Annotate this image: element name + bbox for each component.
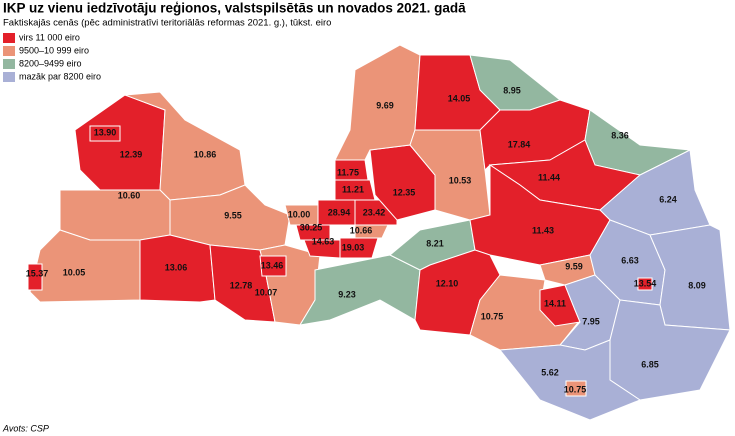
region-value: 12.39 (120, 149, 143, 159)
region-value: 10.86 (194, 149, 217, 159)
region-value: 6.63 (621, 255, 639, 265)
legend-label: 9500–10 999 eiro (19, 45, 89, 55)
region (637, 277, 653, 291)
region-value: 30.25 (300, 222, 323, 232)
region (259, 255, 287, 277)
region-value: 14.05 (448, 93, 471, 103)
region-value: 8.36 (611, 130, 629, 140)
region-value: 12.35 (393, 187, 416, 197)
region-value: 10.66 (350, 225, 373, 235)
region (499, 339, 642, 421)
legend-label: virs 11 000 eiro (19, 32, 80, 42)
region (74, 94, 166, 191)
region-value: 14.63 (312, 236, 335, 246)
region-value: 9.23 (338, 289, 356, 299)
region-value: 12.10 (436, 278, 459, 288)
legend-swatch (3, 72, 15, 82)
region-value: 13.90 (94, 127, 117, 137)
region-value: 10.00 (288, 209, 311, 219)
region (565, 380, 587, 397)
region-value: 8.95 (503, 85, 521, 95)
region (27, 263, 43, 291)
region-value: 13.46 (261, 260, 284, 270)
legend-swatch (3, 59, 15, 69)
region-value: 19.03 (342, 242, 365, 252)
region (59, 189, 171, 241)
region-value: 11.44 (538, 172, 560, 182)
region-value: 6.24 (659, 194, 677, 204)
region-value: 28.94 (328, 207, 351, 217)
region-value: 11.75 (337, 167, 359, 177)
region-value: 23.42 (363, 207, 386, 217)
region-value: 10.60 (118, 190, 141, 200)
title: IKP uz vienu iedzīvotāju reģionos, valst… (3, 1, 466, 16)
source: Avots: CSP (2, 423, 49, 433)
region-value: 8.09 (688, 280, 706, 290)
region-value: 9.69 (376, 100, 394, 110)
region-value: 11.21 (342, 184, 364, 194)
region (89, 125, 121, 142)
region-value: 9.59 (565, 261, 583, 271)
region-value: 8.21 (426, 238, 444, 248)
region-value: 11.43 (532, 225, 554, 235)
region (334, 44, 421, 161)
region (29, 229, 141, 303)
region-value: 13.54 (634, 278, 657, 288)
region-value: 10.07 (255, 287, 278, 297)
subtitle: Faktiskajās cenās (pēc administratīvi te… (3, 18, 331, 29)
legend-swatch (3, 33, 15, 43)
region-value: 6.85 (641, 359, 659, 369)
region-value: 10.75 (481, 311, 504, 321)
legend-label: mazāk par 8200 eiro (19, 71, 101, 81)
legend-swatch (3, 46, 15, 56)
region-value: 14.11 (544, 298, 566, 308)
region-value: 15.37 (26, 268, 49, 278)
region-value: 9.55 (224, 210, 242, 220)
region-value: 10.53 (449, 175, 472, 185)
region-value: 10.05 (63, 267, 86, 277)
region-value: 7.95 (582, 316, 600, 326)
region-value: 10.75 (564, 384, 587, 394)
region-value: 5.62 (541, 367, 559, 377)
legend-label: 8200–9499 eiro (19, 58, 82, 68)
region-value: 17.84 (508, 139, 531, 149)
region-value: 12.78 (230, 280, 253, 290)
region-value: 13.06 (165, 262, 188, 272)
